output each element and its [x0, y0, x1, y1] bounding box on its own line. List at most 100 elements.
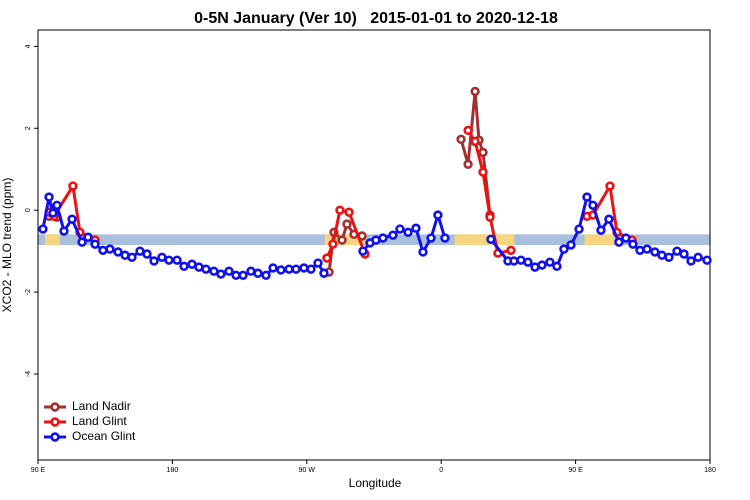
x-tick-label: 180	[704, 467, 716, 474]
data-point	[486, 234, 496, 244]
data-point	[127, 252, 137, 262]
data-point	[216, 269, 226, 279]
data-point	[426, 233, 436, 243]
data-point	[83, 232, 93, 242]
data-point	[702, 255, 712, 265]
data-point	[686, 256, 696, 266]
x-tick-label: 90 E	[568, 467, 583, 474]
data-point	[418, 247, 428, 257]
data-point	[605, 181, 615, 191]
y-axis-label: XCO2 - MLO trend (ppm)	[0, 178, 14, 313]
data-point	[693, 252, 703, 262]
data-point	[582, 192, 592, 202]
x-tick-label: 90 E	[31, 467, 46, 474]
data-point	[201, 264, 211, 274]
x-tick-label: 0	[439, 467, 443, 474]
data-point	[642, 244, 652, 254]
x-axis-label: Longitude	[349, 476, 402, 490]
data-point	[478, 147, 488, 158]
data-point	[344, 207, 354, 217]
data-point	[261, 270, 271, 281]
legend-marker	[50, 432, 60, 442]
legend-label: Land Nadir	[72, 399, 131, 413]
data-point	[388, 230, 398, 240]
data-point	[164, 255, 174, 265]
x-tick-label: 180	[167, 467, 179, 474]
data-point	[38, 224, 48, 234]
legend-label: Land Glint	[72, 414, 127, 428]
y-tick-label: 0	[25, 208, 32, 212]
data-point	[306, 264, 316, 274]
data-point	[440, 233, 450, 243]
band-span	[45, 234, 60, 245]
data-point	[395, 224, 405, 234]
data-point	[113, 247, 123, 257]
data-point	[604, 214, 614, 224]
data-point	[523, 257, 533, 267]
data-point	[509, 256, 519, 266]
legend-label: Ocean Glint	[72, 429, 136, 443]
data-point	[337, 235, 347, 245]
data-point	[52, 200, 62, 210]
data-point	[149, 256, 159, 266]
data-point	[456, 134, 466, 145]
data-point	[463, 125, 473, 136]
data-point	[276, 265, 286, 275]
data-point	[90, 239, 100, 249]
data-point	[291, 264, 301, 274]
data-point	[319, 268, 329, 278]
legend-marker	[50, 417, 60, 427]
data-point	[358, 246, 368, 256]
y-tick-label: -4	[25, 371, 32, 377]
data-point	[537, 260, 547, 270]
plot-frame	[37, 29, 711, 461]
data-point	[48, 208, 58, 218]
data-point	[650, 247, 660, 257]
chart-title: 0-5N January (Ver 10) 2015-01-01 to 2020…	[194, 10, 558, 27]
data-point	[98, 245, 108, 256]
data-point	[463, 159, 473, 170]
data-point	[44, 192, 54, 202]
data-point	[470, 86, 480, 97]
x-tick-label: 90 W	[299, 467, 316, 474]
data-point	[574, 224, 584, 234]
data-point	[478, 167, 488, 177]
data-point	[588, 200, 598, 210]
data-point	[67, 214, 77, 224]
data-point	[433, 210, 443, 220]
data-point	[322, 253, 332, 263]
data-point	[485, 212, 495, 222]
data-point	[59, 226, 69, 236]
data-point	[77, 237, 87, 247]
data-point	[313, 258, 323, 268]
y-tick-label: 2	[25, 126, 32, 130]
data-point	[179, 261, 189, 271]
data-point	[253, 268, 263, 278]
y-tick-label: 4	[25, 44, 32, 48]
data-point	[142, 249, 152, 259]
data-point	[378, 233, 388, 243]
data-point	[596, 225, 606, 235]
data-point	[506, 245, 516, 256]
data-point	[628, 239, 638, 249]
data-point	[105, 244, 115, 254]
band-span	[584, 234, 615, 245]
data-point	[566, 240, 576, 250]
band-span	[454, 234, 515, 245]
data-point	[614, 237, 624, 247]
data-point	[679, 249, 689, 259]
data-point	[268, 263, 278, 273]
data-point	[342, 219, 352, 229]
data-point	[335, 205, 345, 215]
data-point	[664, 252, 674, 262]
data-point	[403, 227, 413, 238]
data-point	[68, 181, 78, 191]
data-point	[238, 270, 248, 281]
data-point	[470, 136, 480, 147]
data-point	[635, 245, 645, 256]
data-point	[621, 233, 631, 243]
data-point	[545, 257, 555, 267]
data-point	[552, 261, 562, 271]
data-point	[224, 266, 234, 276]
